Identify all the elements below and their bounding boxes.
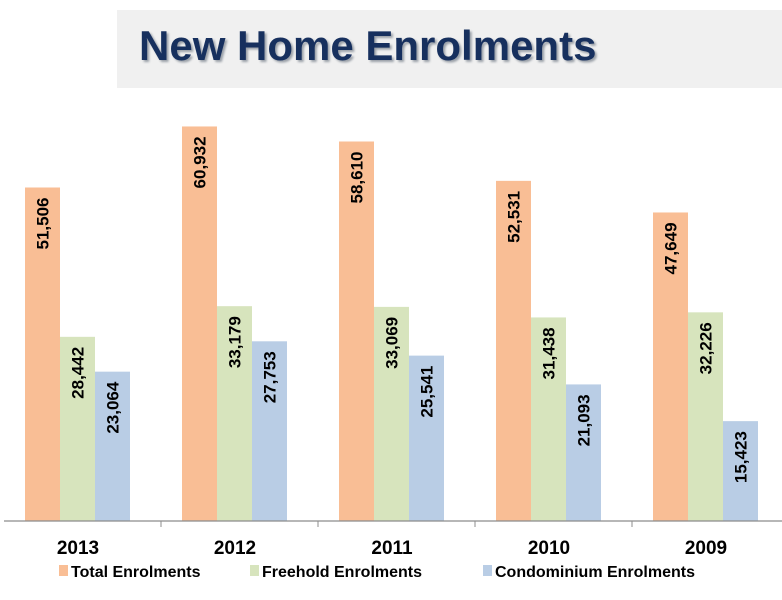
data-label: 58,610 — [348, 152, 367, 204]
bar — [182, 126, 217, 521]
data-label: 23,064 — [104, 381, 123, 434]
data-label: 31,438 — [540, 327, 559, 379]
legend-swatch — [250, 565, 259, 576]
bar — [688, 312, 723, 521]
legend-label: Freehold Enrolments — [262, 564, 422, 581]
bar — [374, 306, 409, 521]
chart-title: New Home Enrolments — [139, 22, 597, 69]
data-label: 51,506 — [34, 197, 53, 249]
x-tick-label: 2010 — [528, 538, 570, 559]
data-label: 15,423 — [732, 431, 751, 483]
legend-label: Total Enrolments — [71, 564, 201, 581]
bar — [496, 180, 531, 522]
data-label: 21,093 — [575, 394, 594, 446]
bar — [252, 341, 287, 521]
bar — [217, 306, 252, 521]
data-label: 32,226 — [697, 322, 716, 374]
x-tick-label: 2013 — [57, 538, 99, 559]
legend-label: Condominium Enrolments — [495, 564, 695, 581]
data-label: 33,179 — [226, 316, 245, 368]
x-tick-label: 2011 — [371, 538, 413, 559]
bar — [653, 212, 688, 522]
bar — [95, 371, 130, 521]
data-label: 27,753 — [261, 351, 280, 403]
bar — [531, 317, 566, 521]
bar — [60, 336, 95, 521]
bar — [566, 384, 601, 521]
bar — [25, 187, 60, 521]
legend-swatch — [483, 565, 492, 576]
data-label: 28,442 — [69, 347, 88, 399]
x-tick-label: 2009 — [685, 538, 727, 559]
data-label: 60,932 — [191, 136, 210, 188]
x-tick-label: 2012 — [214, 538, 256, 559]
title-box: New Home Enrolments — [117, 10, 782, 88]
bar — [723, 421, 758, 521]
data-label: 52,531 — [505, 191, 524, 243]
bar — [339, 141, 374, 521]
legend-swatch — [59, 565, 68, 576]
data-label: 25,541 — [418, 366, 437, 418]
bar — [409, 355, 444, 521]
data-label: 47,649 — [662, 222, 681, 274]
data-label: 33,069 — [383, 317, 402, 369]
